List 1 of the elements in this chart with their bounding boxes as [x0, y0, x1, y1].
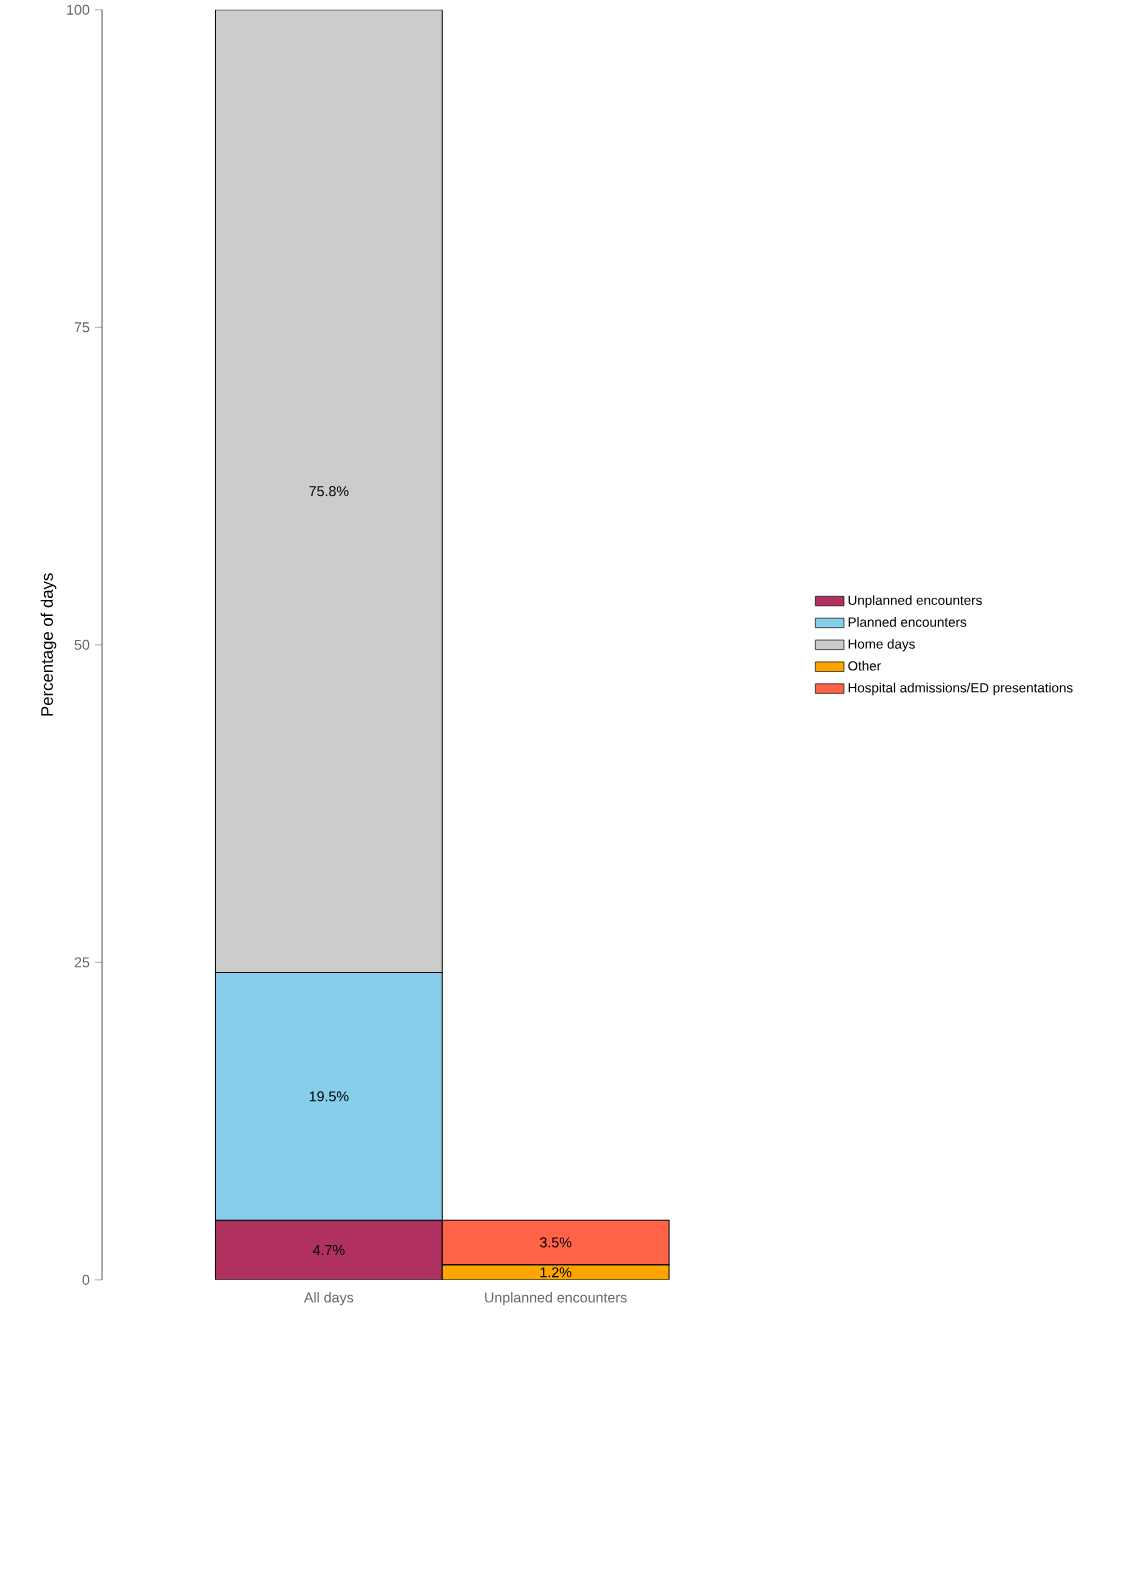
- y-axis-title: Percentage of days: [41, 573, 57, 716]
